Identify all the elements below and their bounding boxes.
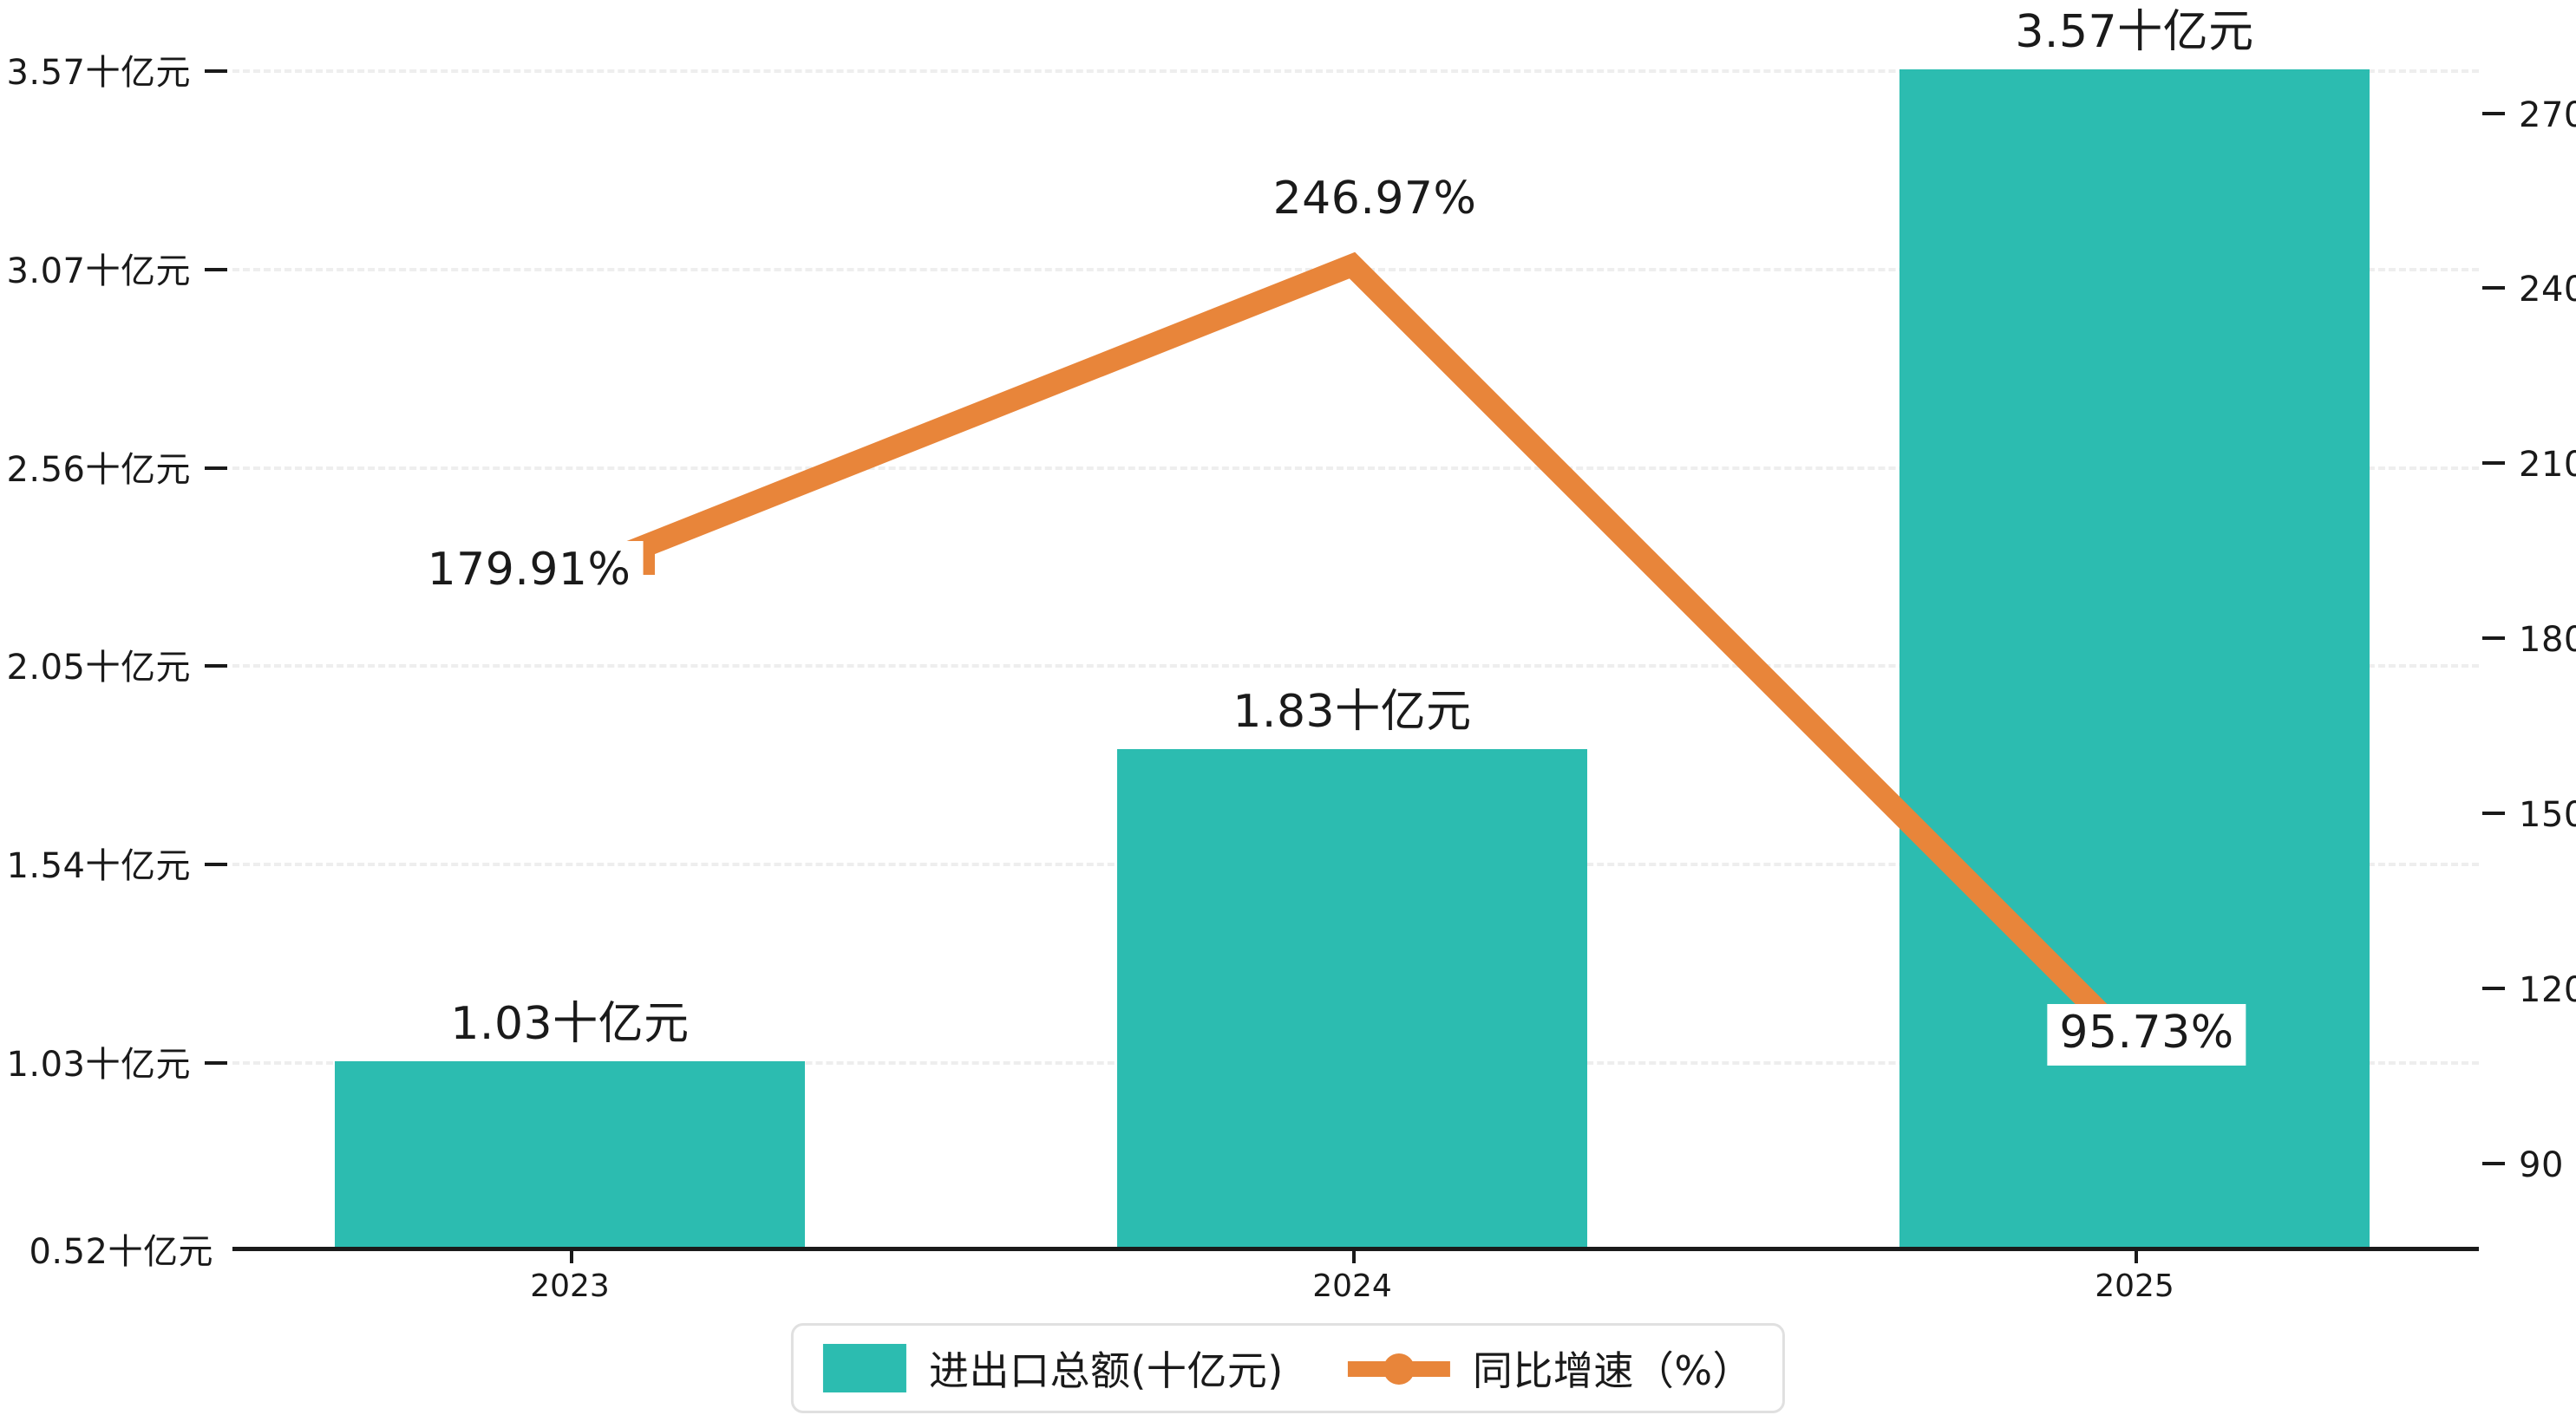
bar-2025[interactable] [1899,69,2370,1249]
left-axis-tick: 3.07十亿元 [6,243,227,293]
x-axis-label-2024: 2024 [1312,1268,1392,1304]
tick-dash-icon [2482,1162,2505,1165]
tick-dash-icon [205,69,227,73]
tick-dash-icon [2482,812,2505,815]
bar-value-label-2025: 3.57十亿元 [2006,5,2263,63]
right-axis-tick-label: 120 [2519,970,2576,1010]
legend-line-marker-icon [1383,1353,1415,1385]
tick-dash-icon [2482,987,2505,990]
tick-dash-icon [205,268,227,271]
x-axis-label-2025: 2025 [2095,1268,2174,1304]
right-axis-tick-label: 240 [2519,270,2576,310]
right-axis-tick-label: 210 [2519,445,2576,485]
legend-line-swatch-icon [1347,1344,1450,1392]
x-tick-mark-2024 [1352,1251,1356,1263]
tick-dash-icon [2482,636,2505,640]
right-axis-tick: 180 [2482,620,2576,660]
bar-2023[interactable] [335,1061,805,1249]
right-axis-tick-label: 180 [2519,620,2576,660]
left-axis-tick: 1.54十亿元 [6,838,227,888]
tick-dash-icon [205,1061,227,1065]
x-tick-mark-2023 [570,1251,573,1263]
right-axis-tick-label: 90 [2519,1145,2564,1185]
legend-label-bar-series: 进出口总额(十亿元) [928,1347,1284,1394]
tick-dash-icon [2482,461,2505,465]
left-axis-tick: 2.05十亿元 [6,639,227,689]
tick-dash-icon [205,863,227,866]
bar-value-label-2024: 1.83十亿元 [1224,685,1481,743]
right-axis-tick-label: 270 [2519,95,2576,135]
right-axis-tick-label: 150 [2519,795,2576,835]
left-axis-tick-label: 1.03十亿元 [6,1045,191,1085]
left-axis-tick-label: 0.52十亿元 [29,1232,213,1272]
legend-bar-swatch-icon [822,1344,906,1392]
tick-dash-icon [2482,286,2505,290]
chart-legend: 进出口总额(十亿元) 同比增速（%） [790,1323,1786,1413]
x-tick-mark-2025 [2135,1251,2138,1263]
bar-value-label-2023: 1.03十亿元 [441,997,698,1055]
legend-item-line-series[interactable]: 同比增速（%） [1347,1340,1754,1397]
line-value-label-2024: 246.97% [1260,170,1489,231]
left-axis-tick-label: 3.57十亿元 [6,53,191,93]
left-axis-tick-label: 2.05十亿元 [6,648,191,688]
left-axis-tick: 1.03十亿元 [6,1036,227,1086]
left-axis-tick: 2.56十亿元 [6,441,227,492]
left-axis-tick-label: 1.54十亿元 [6,846,191,886]
bar-2024[interactable] [1117,749,1587,1249]
tick-dash-icon [205,664,227,668]
legend-label-line-series: 同比增速（%） [1472,1347,1754,1394]
x-axis-label-2023: 2023 [530,1268,610,1304]
x-axis-line [232,1247,2479,1251]
left-y-axis: 3.57十亿元 3.07十亿元 2.56十亿元 2.05十亿元 1.54十亿元 … [0,0,227,1415]
left-axis-tick: 0.52十亿元 [29,1223,227,1274]
tick-dash-icon [2482,112,2505,115]
right-axis-tick: 240 [2482,270,2576,310]
left-axis-tick-label: 2.56十亿元 [6,450,191,490]
right-y-axis: 270 240 210 180 150 120 90 [2482,0,2576,1415]
right-axis-tick: 210 [2482,445,2576,485]
left-axis-tick: 3.57十亿元 [6,44,227,95]
right-axis-tick: 90 [2482,1145,2564,1185]
right-axis-tick: 120 [2482,970,2576,1010]
legend-item-bar-series[interactable]: 进出口总额(十亿元) [822,1340,1284,1397]
left-axis-tick-label: 3.07十亿元 [6,251,191,291]
right-axis-tick: 150 [2482,795,2576,835]
tick-dash-icon [205,466,227,470]
line-value-label-2023: 179.91% [415,541,644,603]
gridline-3.57 [232,69,2479,73]
line-value-label-2025: 95.73% [2047,1004,2246,1066]
right-axis-tick: 270 [2482,95,2576,135]
